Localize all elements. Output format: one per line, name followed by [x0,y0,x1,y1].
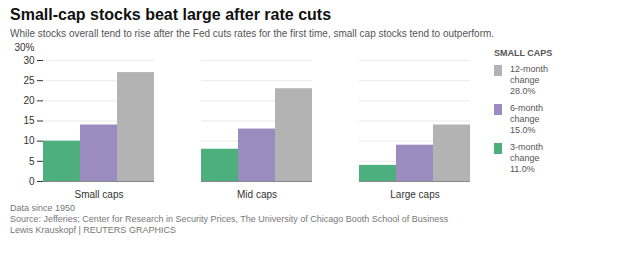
html-text:Data since 1950: Data since 1950 [10,203,75,213]
svg-text:5: 5 [29,156,35,167]
svg-text:Large caps: Large caps [390,189,439,200]
html-text:Small-cap stocks beat large af: Small-cap stocks beat large after rate c… [10,6,331,23]
svg-text:20: 20 [23,95,35,106]
html-text:Source: Jefferies; Center for: Source: Jefferies; Center for Research i… [10,214,449,224]
html-text:12-month change 28.0%: 12-month change 28.0% [510,64,548,96]
svg-text:15: 15 [23,115,35,126]
html-text:3-month change 11.0%: 3-month change 11.0% [510,142,543,174]
html-text:6-month change 15.0%: 6-month change 15.0% [510,103,543,135]
svg-text:0: 0 [29,176,35,187]
svg-text:30%: 30% [15,42,35,53]
svg-text:10: 10 [23,135,35,146]
svg-text:Small caps: Small caps [75,189,124,200]
svg-text:30: 30 [23,55,35,66]
html-text:Lewis Krauskopf | REUTERS GRAP: Lewis Krauskopf | REUTERS GRAPHICS [10,225,176,235]
svg-text:25: 25 [23,75,35,86]
html-text:While stocks overall tend to r: While stocks overall tend to rise after … [10,28,495,39]
svg-text:Mid caps: Mid caps [237,189,277,200]
html-text:SMALL CAPS: SMALL CAPS [494,48,553,58]
